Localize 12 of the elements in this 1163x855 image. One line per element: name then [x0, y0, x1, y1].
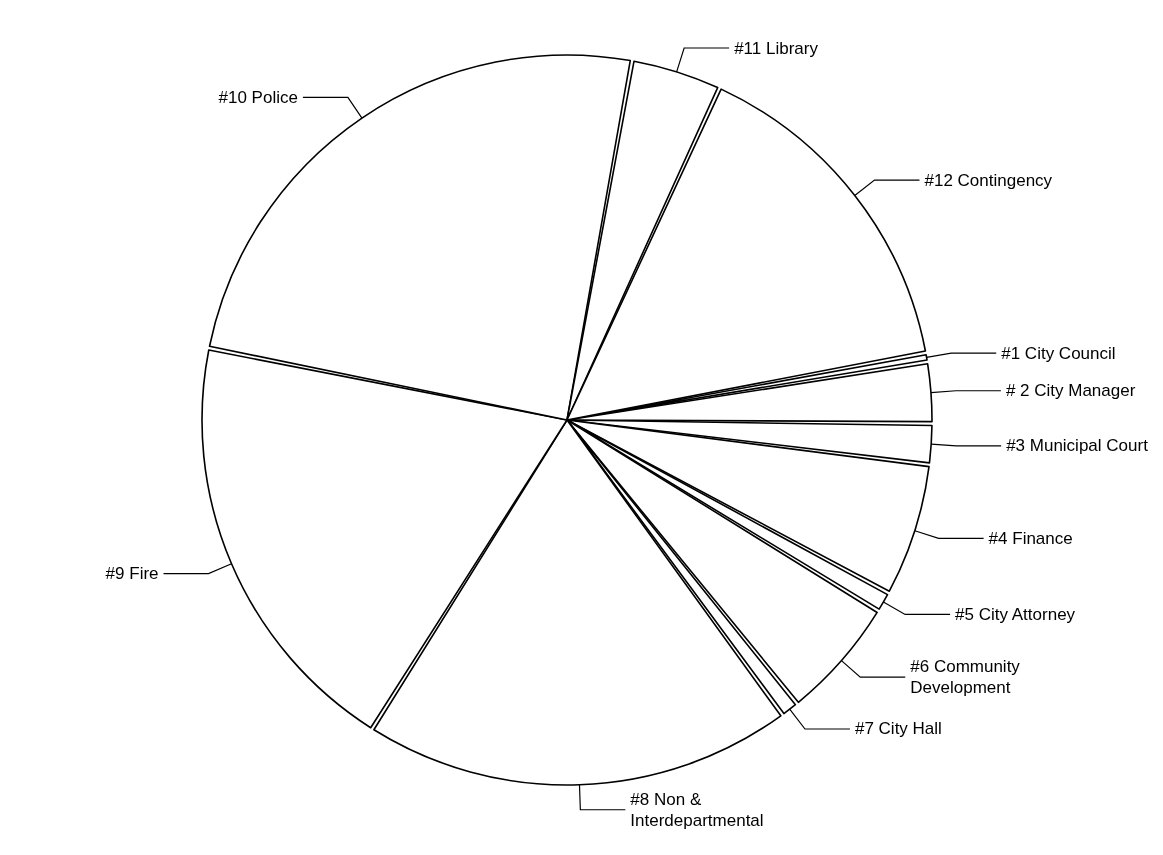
- slice-label: #7 City Hall: [854, 719, 942, 739]
- slice-label: # 2 City Manager: [1005, 381, 1136, 401]
- slice-label: #6 Community Development: [910, 657, 1021, 698]
- slice-label: #5 City Attorney: [955, 604, 1076, 624]
- slice-label: #12 Contingency: [924, 170, 1053, 190]
- slice-label: #8 Non & Interdepartmental: [630, 789, 764, 830]
- slice-label: #1 City Council: [1001, 343, 1116, 363]
- slice-label: #3 Municipal Court: [1006, 436, 1149, 456]
- slice-label: #9 Fire: [105, 564, 159, 584]
- slice-label: #10 Police: [218, 87, 298, 107]
- slice-label: #4 Finance: [988, 528, 1073, 548]
- slice-label: #11 Library: [734, 38, 819, 58]
